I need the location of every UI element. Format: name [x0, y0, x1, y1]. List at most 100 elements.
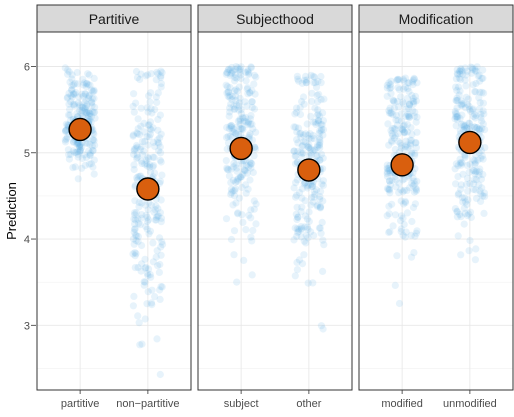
data-point	[410, 204, 417, 211]
data-point	[457, 87, 464, 94]
facet-title: Partitive	[89, 11, 140, 27]
data-point	[142, 265, 149, 272]
data-point	[300, 251, 307, 258]
mean-point	[137, 178, 159, 200]
y-axis-title: Prediction	[4, 182, 19, 240]
data-point	[411, 152, 418, 159]
data-point	[238, 211, 245, 218]
data-point	[158, 80, 165, 87]
data-point	[294, 204, 301, 211]
data-point	[473, 124, 480, 131]
data-point	[455, 232, 462, 239]
data-point	[391, 135, 398, 142]
data-point	[412, 185, 419, 192]
data-point	[318, 181, 325, 188]
data-point	[454, 208, 461, 215]
data-point	[385, 142, 392, 149]
data-point	[237, 173, 244, 180]
data-point	[130, 161, 137, 168]
data-point	[232, 199, 239, 206]
data-point	[249, 227, 256, 234]
data-point	[131, 249, 138, 256]
data-point	[246, 158, 253, 165]
data-point	[464, 162, 471, 169]
data-point	[228, 189, 235, 196]
data-point	[252, 145, 259, 152]
data-point	[473, 168, 480, 175]
data-point	[407, 124, 414, 131]
data-point	[472, 114, 479, 121]
data-point	[466, 237, 473, 244]
data-point	[131, 109, 138, 116]
data-point	[82, 91, 89, 98]
data-point	[148, 301, 155, 308]
data-point	[477, 198, 484, 205]
data-point	[223, 215, 230, 222]
data-point	[413, 114, 420, 121]
data-point	[453, 75, 460, 82]
data-point	[296, 130, 303, 137]
data-point	[458, 102, 465, 109]
data-point	[410, 249, 417, 256]
panel-background	[359, 32, 513, 390]
data-point	[250, 81, 257, 88]
data-point	[386, 109, 393, 116]
data-point	[154, 205, 161, 212]
data-point	[154, 116, 161, 123]
data-point	[138, 341, 145, 348]
data-point	[311, 105, 318, 112]
data-point	[478, 176, 485, 183]
data-point	[291, 110, 298, 117]
data-point	[62, 136, 69, 143]
data-point	[305, 280, 312, 287]
data-point	[78, 165, 85, 172]
data-point	[318, 151, 325, 158]
data-point	[81, 107, 88, 114]
data-point	[150, 258, 157, 265]
data-point	[476, 105, 483, 112]
data-point	[251, 105, 258, 112]
data-point	[294, 76, 301, 83]
data-point	[158, 158, 165, 165]
panel-background	[37, 32, 191, 390]
data-point	[230, 251, 237, 258]
data-point	[147, 271, 154, 278]
data-point	[395, 180, 402, 187]
data-point	[130, 90, 137, 97]
data-point	[234, 64, 241, 71]
data-point	[139, 138, 146, 145]
data-point	[392, 146, 399, 153]
data-point	[473, 68, 480, 75]
data-point	[157, 296, 164, 303]
data-point	[224, 83, 231, 90]
data-point	[293, 259, 300, 266]
data-point	[472, 256, 479, 263]
data-point	[303, 79, 310, 86]
data-point	[401, 221, 408, 228]
mean-point	[230, 137, 252, 159]
data-point	[318, 79, 325, 86]
data-point	[252, 74, 259, 81]
data-point	[239, 219, 246, 226]
data-point	[461, 221, 468, 228]
data-point	[307, 113, 314, 120]
data-point	[299, 142, 306, 149]
data-point	[317, 73, 324, 80]
data-point	[457, 156, 464, 163]
x-tick-label: unmodified	[443, 398, 497, 410]
data-point	[472, 88, 479, 95]
data-point	[406, 184, 413, 191]
data-point	[319, 268, 326, 275]
data-point	[306, 208, 313, 215]
data-point	[386, 187, 393, 194]
x-tick-label: partitive	[61, 398, 100, 410]
y-tick-label: 4	[24, 234, 30, 246]
data-point	[246, 176, 253, 183]
x-tick-label: other	[296, 398, 321, 410]
data-point	[76, 148, 83, 155]
data-point	[252, 129, 259, 136]
data-point	[294, 266, 301, 273]
data-point	[66, 68, 73, 75]
data-point	[149, 239, 156, 246]
data-point	[90, 136, 97, 143]
